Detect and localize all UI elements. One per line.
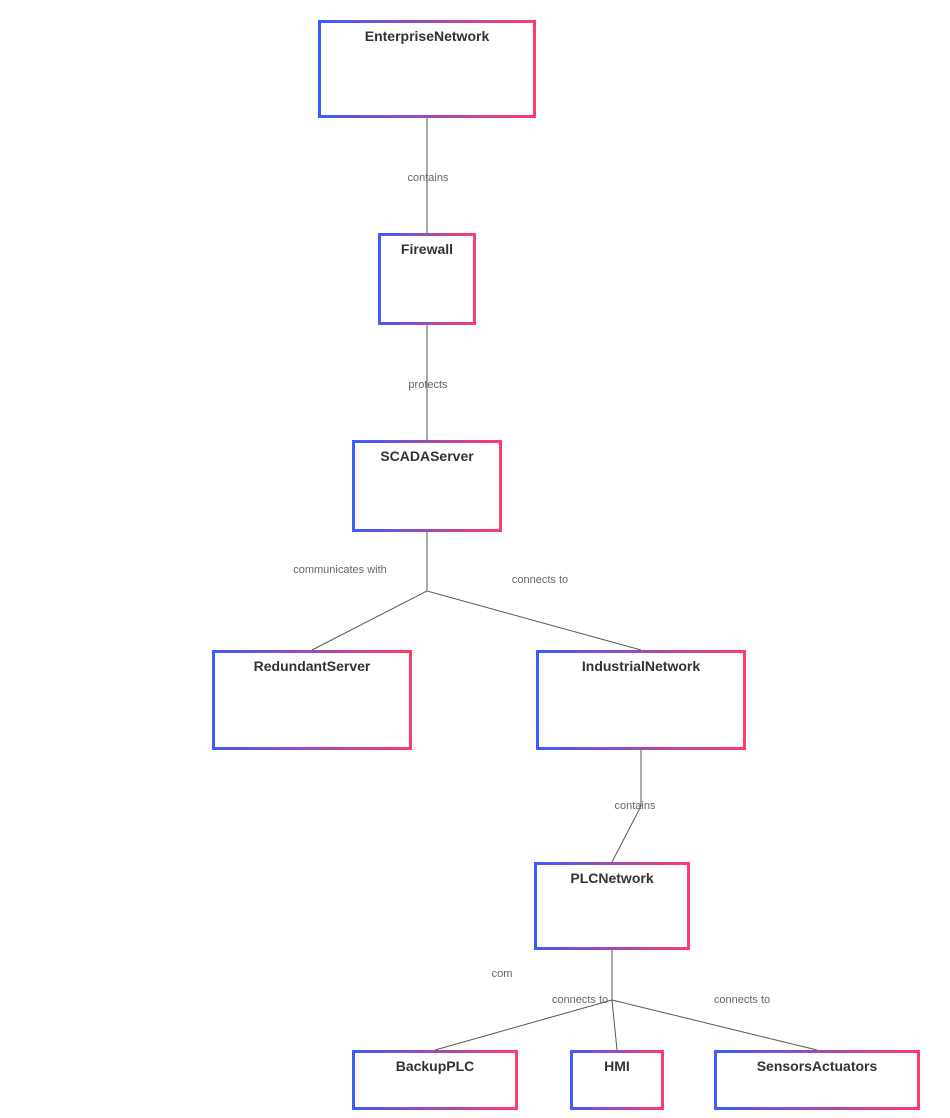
edge-layer [0,0,950,1118]
edge [312,532,427,650]
node-enterprise: EnterpriseNetwork [318,20,536,118]
node-scada: SCADAServer [352,440,502,532]
node-label: Firewall [401,241,453,257]
node-backupplc: BackupPLC [352,1050,518,1110]
edge-label: contains [615,800,656,812]
edge-label: protects [408,379,447,391]
node-label: SensorsActuators [757,1058,878,1074]
edge-label: connects to [714,994,770,1006]
edge [427,532,641,650]
node-label: IndustrialNetwork [582,658,700,674]
node-label: RedundantServer [254,658,371,674]
node-label: PLCNetwork [570,870,653,886]
node-hmi: HMI [570,1050,664,1110]
node-industrial: IndustrialNetwork [536,650,746,750]
node-label: HMI [604,1058,630,1074]
edge-label: connects to [512,574,568,586]
edge-label: communicates with [293,564,387,576]
node-sensors: SensorsActuators [714,1050,920,1110]
node-label: SCADAServer [380,448,473,464]
edge-label: contains [408,172,449,184]
node-plcnet: PLCNetwork [534,862,690,950]
node-redundant: RedundantServer [212,650,412,750]
node-label: EnterpriseNetwork [365,28,489,44]
edge-label: connects to [552,994,608,1006]
edge-label: com [492,968,513,980]
node-label: BackupPLC [396,1058,475,1074]
node-firewall: Firewall [378,233,476,325]
